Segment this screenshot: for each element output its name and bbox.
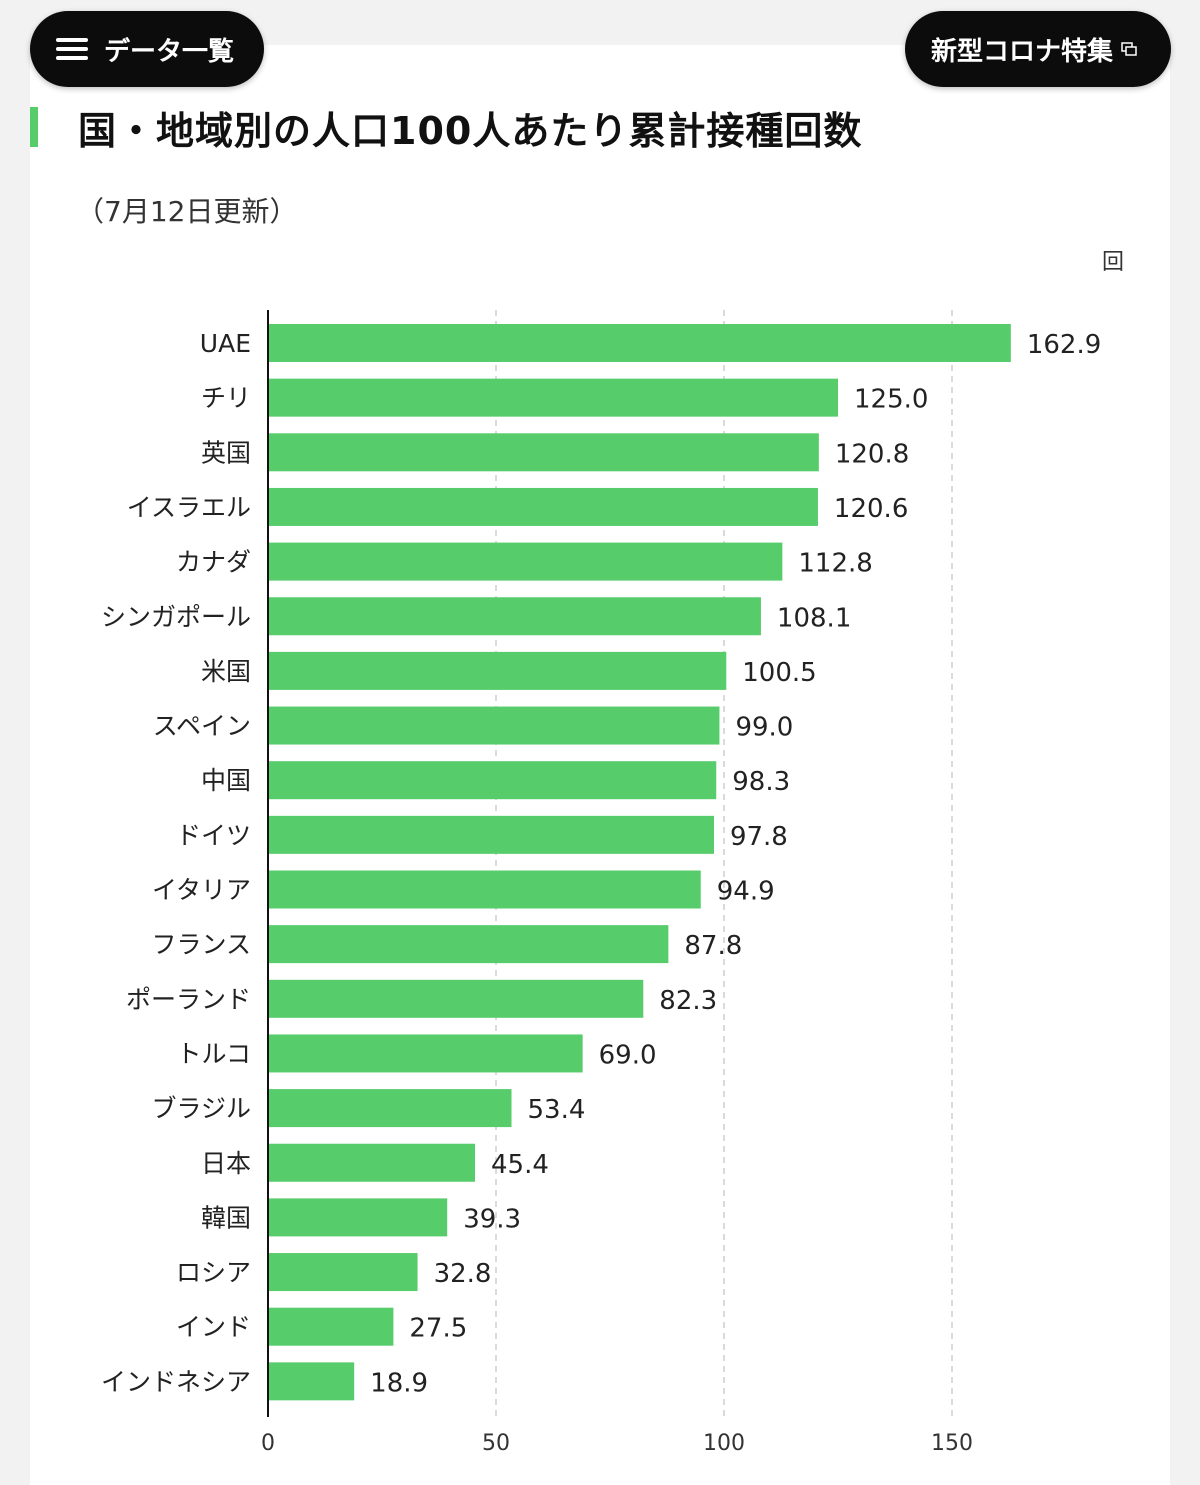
bar-12 xyxy=(268,979,644,1018)
category-label-17: ロシア xyxy=(176,1258,251,1287)
category-label-10: イタリア xyxy=(152,876,251,905)
data-list-button[interactable]: データ一覧 xyxy=(30,11,264,87)
covid-feature-link[interactable]: 新型コロナ特集 xyxy=(905,11,1171,87)
bar-2 xyxy=(268,433,819,472)
value-label-2: 120.8 xyxy=(835,439,909,469)
bar-8 xyxy=(268,761,717,800)
category-label-7: スペイン xyxy=(153,712,251,741)
category-label-19: インドネシア xyxy=(101,1367,251,1396)
title-accent-bar xyxy=(30,107,38,147)
value-label-11: 87.8 xyxy=(684,931,742,961)
value-label-15: 45.4 xyxy=(491,1150,549,1180)
bar-15 xyxy=(268,1143,476,1182)
value-label-4: 112.8 xyxy=(798,549,872,579)
value-label-19: 18.9 xyxy=(370,1368,428,1398)
chart-title: 国・地域別の人口100人あたり累計接種回数 xyxy=(78,109,863,153)
category-label-4: カナダ xyxy=(176,548,251,577)
value-label-9: 97.8 xyxy=(730,822,788,852)
category-label-18: インド xyxy=(176,1313,251,1342)
category-label-14: ブラジル xyxy=(151,1094,251,1123)
bar-14 xyxy=(268,1089,512,1128)
category-label-0: UAE xyxy=(200,329,251,358)
value-label-8: 98.3 xyxy=(732,767,790,797)
category-label-1: チリ xyxy=(201,384,251,413)
category-label-6: 米国 xyxy=(201,657,251,686)
x-tick-label-100: 100 xyxy=(703,1431,745,1456)
covid-feature-link-label: 新型コロナ特集 xyxy=(931,36,1114,67)
bar-9 xyxy=(268,815,714,854)
bar-18 xyxy=(268,1307,394,1346)
value-label-12: 82.3 xyxy=(659,986,717,1016)
category-label-5: シンガポール xyxy=(101,602,251,631)
value-label-18: 27.5 xyxy=(409,1314,467,1344)
category-label-13: トルコ xyxy=(176,1039,251,1068)
value-label-16: 39.3 xyxy=(463,1204,521,1234)
category-label-8: 中国 xyxy=(201,766,251,795)
bar-7 xyxy=(268,706,720,745)
bar-16 xyxy=(268,1198,448,1237)
value-label-5: 108.1 xyxy=(777,603,851,633)
value-label-17: 32.8 xyxy=(434,1259,492,1289)
hamburger-icon xyxy=(56,38,88,60)
value-label-1: 125.0 xyxy=(854,385,928,415)
value-label-7: 99.0 xyxy=(735,713,793,743)
value-label-13: 69.0 xyxy=(599,1040,657,1070)
category-label-12: ポーランド xyxy=(126,985,251,1014)
category-label-11: フランス xyxy=(151,930,251,959)
data-list-button-label: データ一覧 xyxy=(104,36,235,67)
value-label-3: 120.6 xyxy=(834,494,908,524)
chart-subtitle: （7月12日更新） xyxy=(76,195,298,228)
bar-4 xyxy=(268,542,783,581)
category-label-15: 日本 xyxy=(201,1149,251,1178)
bar-19 xyxy=(268,1362,355,1401)
category-label-16: 韓国 xyxy=(201,1203,251,1232)
category-label-2: 英国 xyxy=(201,438,251,467)
bar-13 xyxy=(268,1034,583,1073)
x-tick-label-50: 50 xyxy=(482,1431,510,1456)
bar-3 xyxy=(268,487,818,526)
x-tick-label-150: 150 xyxy=(931,1431,973,1456)
external-window-icon xyxy=(1121,42,1137,56)
category-label-3: イスラエル xyxy=(127,493,251,522)
bar-17 xyxy=(268,1253,418,1292)
unit-label: 回 xyxy=(1102,250,1125,275)
x-tick-label-0: 0 xyxy=(261,1431,275,1456)
value-label-0: 162.9 xyxy=(1027,330,1101,360)
category-label-9: ドイツ xyxy=(176,821,251,850)
bar-10 xyxy=(268,870,701,909)
bar-11 xyxy=(268,925,669,964)
bar-5 xyxy=(268,597,761,636)
bar-6 xyxy=(268,651,727,690)
bar-0 xyxy=(268,324,1011,362)
value-label-14: 53.4 xyxy=(528,1095,586,1125)
bar-1 xyxy=(268,378,838,417)
value-label-10: 94.9 xyxy=(717,877,775,907)
value-label-6: 100.5 xyxy=(742,658,816,688)
